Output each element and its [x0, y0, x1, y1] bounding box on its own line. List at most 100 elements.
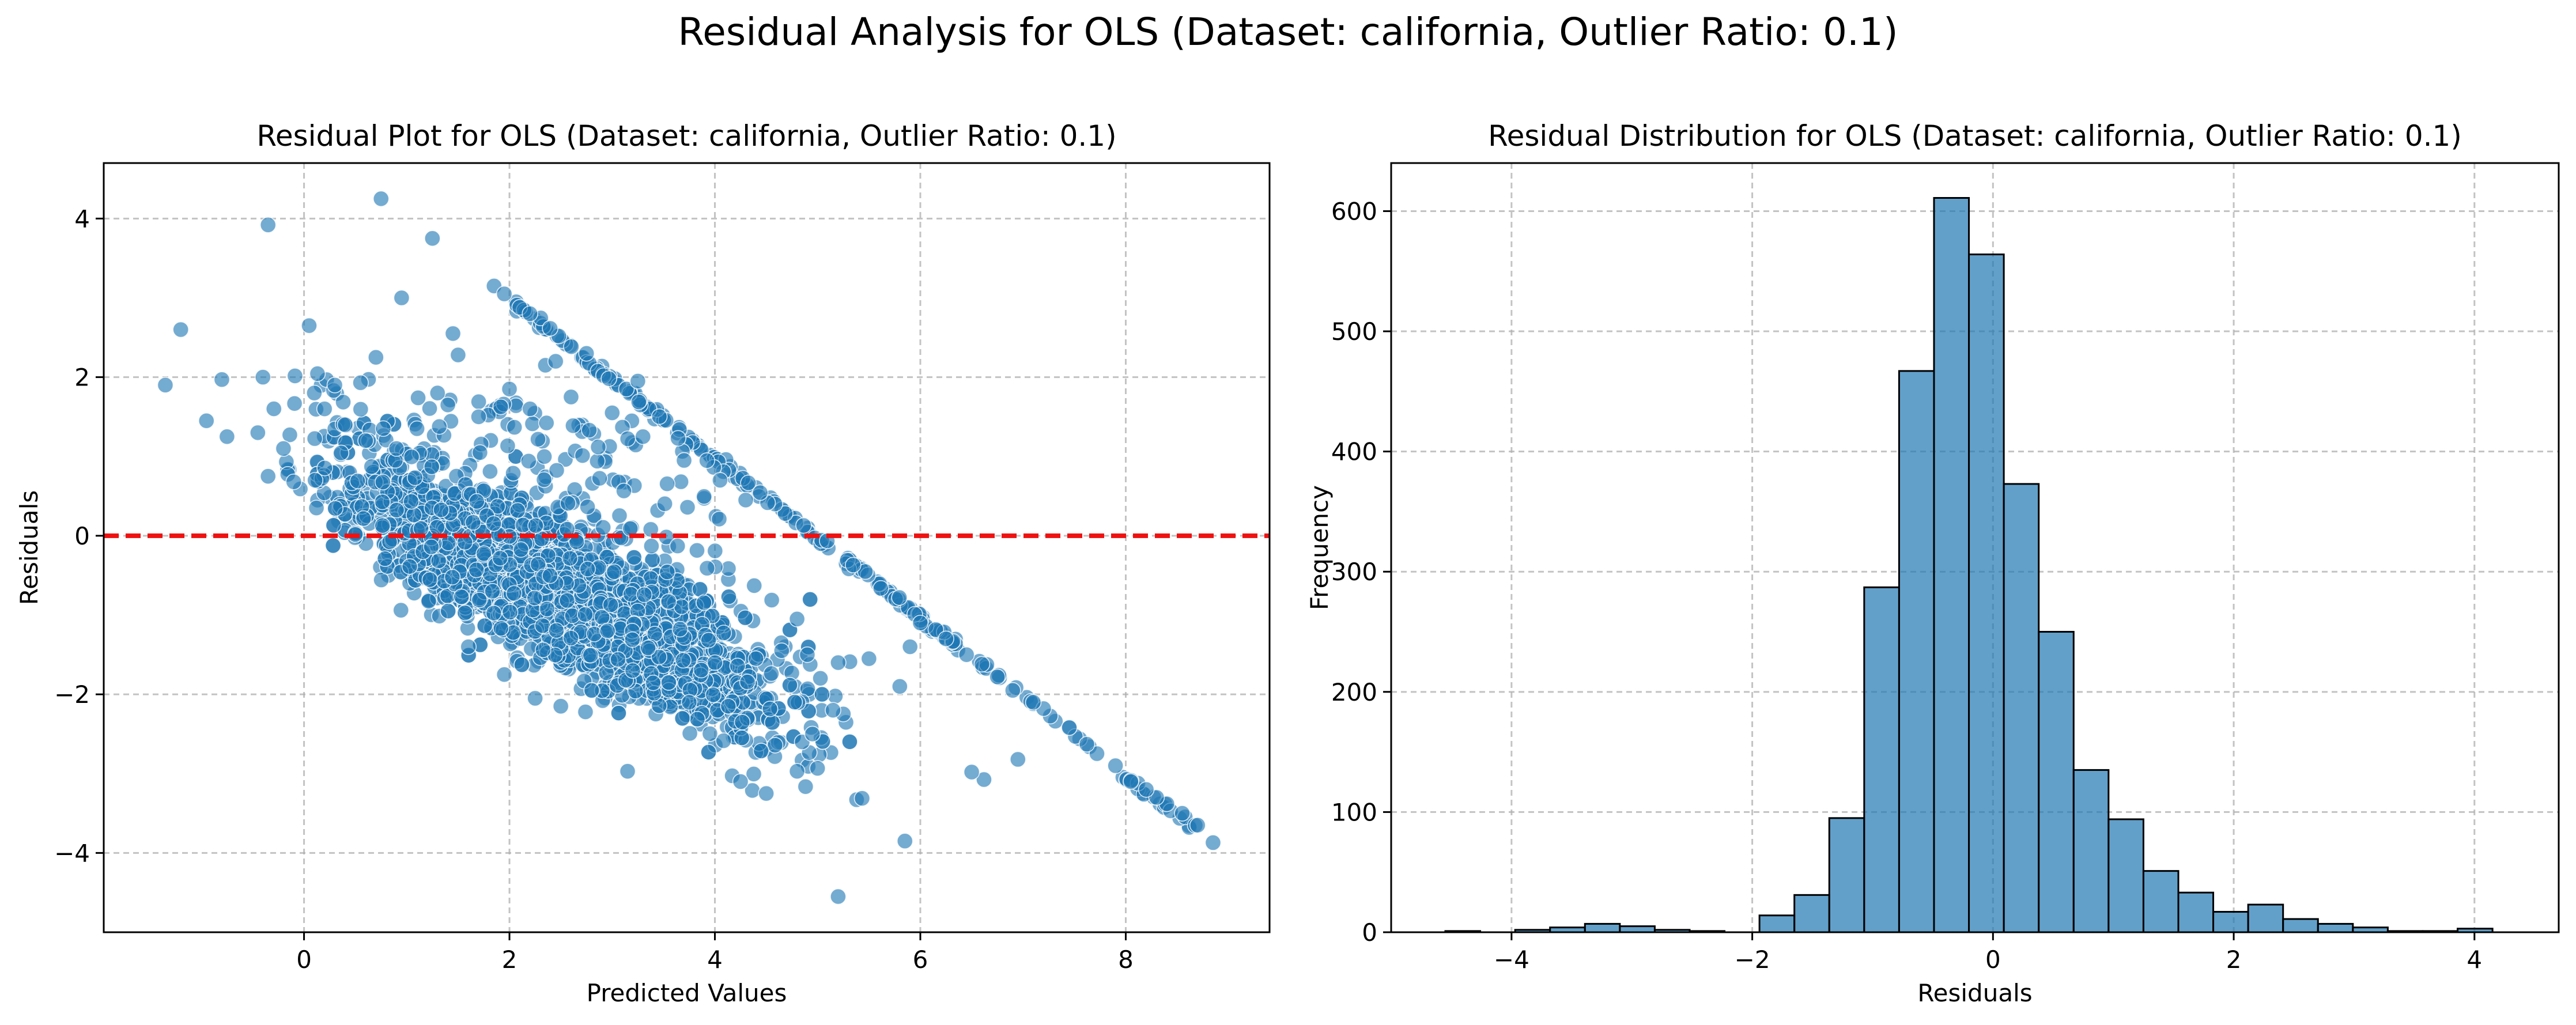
- scatter-x-tick-label: 6: [913, 945, 928, 974]
- scatter-point: [524, 415, 541, 432]
- scatter-point: [464, 514, 482, 531]
- scatter-point: [781, 676, 798, 694]
- histogram-axes-frame: [1390, 162, 2560, 933]
- scatter-point: [595, 519, 611, 536]
- scatter-point: [674, 710, 691, 727]
- scatter-point: [786, 694, 803, 710]
- scatter-point: [705, 686, 722, 703]
- scatter-point: [421, 571, 439, 588]
- scatter-point: [675, 652, 692, 669]
- histogram-bar: [2003, 483, 2040, 933]
- scatter-point: [492, 398, 509, 415]
- scatter-point: [430, 553, 447, 569]
- scatter-point: [799, 646, 816, 663]
- scatter-point: [745, 766, 762, 782]
- scatter-point: [157, 377, 174, 394]
- scatter-point: [700, 631, 717, 649]
- scatter-point: [547, 353, 564, 370]
- scatter-point: [562, 388, 580, 406]
- scatter-point: [606, 563, 623, 580]
- scatter-point: [659, 563, 676, 581]
- histogram-y-axis-label: Frequency: [1305, 485, 1334, 610]
- scatter-point: [736, 609, 754, 626]
- scatter-point: [520, 452, 537, 470]
- scatter-point: [733, 729, 750, 746]
- scatter-point: [938, 630, 954, 648]
- scatter-point: [456, 604, 474, 622]
- scatter-point: [720, 588, 737, 606]
- histogram-bar: [1758, 914, 1796, 933]
- scatter-point: [172, 321, 189, 338]
- scatter-point: [542, 320, 558, 337]
- scatter-point: [444, 325, 462, 342]
- scatter-point: [812, 670, 829, 687]
- scatter-point: [600, 370, 617, 387]
- scatter-point: [401, 558, 418, 575]
- scatter-point: [643, 538, 660, 555]
- scatter-point: [349, 472, 366, 490]
- scatter-point: [505, 465, 522, 482]
- scatter-point: [563, 338, 580, 355]
- scatter-point: [619, 763, 636, 780]
- scatter-point: [509, 502, 526, 519]
- scatter-point: [485, 604, 503, 622]
- scatter-point: [535, 641, 552, 659]
- scatter-point: [561, 550, 579, 567]
- histogram-bar: [1933, 196, 1970, 933]
- scatter-point: [973, 656, 991, 673]
- scatter-point: [470, 409, 487, 425]
- scatter-point: [1010, 751, 1026, 768]
- scatter-point: [1078, 736, 1096, 752]
- scatter-point: [565, 417, 581, 434]
- scatter-point: [696, 488, 713, 505]
- scatter-point: [579, 561, 596, 577]
- scatter-x-tick-label: 2: [502, 945, 518, 974]
- scatter-point: [421, 400, 438, 417]
- histogram-x-tick-label: 2: [2226, 945, 2242, 974]
- scatter-point: [259, 468, 277, 485]
- scatter-point: [444, 569, 461, 585]
- scatter-point: [583, 682, 600, 699]
- scatter-point: [475, 545, 493, 562]
- histogram-bar: [2142, 870, 2180, 933]
- scatter-point: [392, 602, 410, 619]
- scatter-point: [589, 453, 606, 470]
- scatter-point: [853, 790, 871, 807]
- scatter-point: [579, 498, 596, 515]
- scatter-point: [460, 638, 477, 655]
- scatter-point: [1189, 816, 1206, 834]
- scatter-point: [675, 452, 693, 469]
- scatter-point: [562, 630, 579, 646]
- scatter-point: [254, 369, 271, 385]
- scatter-point: [845, 557, 862, 574]
- scatter-point: [213, 371, 231, 388]
- histogram-y-tick-label: 500: [1331, 317, 1377, 346]
- scatter-point: [634, 428, 652, 445]
- scatter-point: [538, 414, 555, 432]
- figure-suptitle: Residual Analysis for OLS (Dataset: cali…: [678, 10, 1898, 54]
- scatter-point: [841, 733, 858, 750]
- scatter-point: [896, 833, 913, 850]
- scatter-point: [892, 678, 908, 695]
- scatter-point: [410, 389, 426, 406]
- scatter-point: [453, 588, 470, 606]
- scatter-point: [701, 725, 719, 742]
- scatter-point: [700, 744, 717, 761]
- scatter-point: [891, 589, 908, 606]
- scatter-point: [363, 458, 380, 475]
- scatter-point: [1107, 757, 1124, 774]
- scatter-point: [739, 674, 756, 690]
- scatter-point: [711, 510, 728, 528]
- scatter-point: [406, 506, 422, 524]
- scatter-point: [809, 760, 826, 777]
- histogram-x-axis-label: Residuals: [1917, 979, 2032, 1007]
- scatter-point: [729, 657, 746, 675]
- scatter-point: [308, 500, 325, 516]
- histogram-title: Residual Distribution for OLS (Dataset: …: [1488, 119, 2462, 153]
- scatter-point: [526, 589, 543, 607]
- scatter-point: [578, 345, 595, 362]
- scatter-point: [468, 561, 485, 578]
- scatter-point: [610, 705, 627, 721]
- scatter-point: [307, 472, 324, 489]
- scatter-point: [618, 380, 635, 398]
